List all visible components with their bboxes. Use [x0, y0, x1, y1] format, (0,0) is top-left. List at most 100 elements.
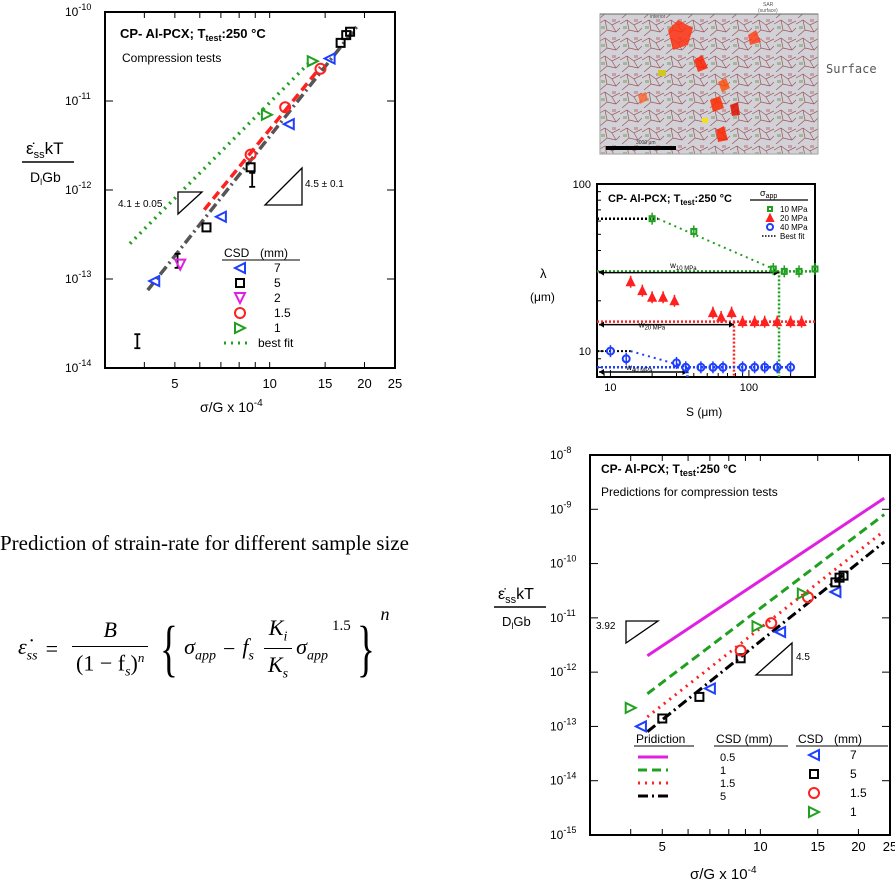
- legend: Pridiction CSD (mm) CSD (mm) 0.511.55751…: [634, 732, 888, 819]
- x-tick-label: 25: [388, 376, 402, 391]
- fit-line-2: [146, 24, 359, 292]
- x-tick-label: 5: [659, 839, 666, 854]
- prediction-line-csd-1-5: [646, 529, 886, 719]
- legend-label: 5: [720, 791, 726, 803]
- error-bar: [249, 171, 256, 188]
- legend-label: 7: [274, 261, 281, 275]
- y-tick-label: 10-10: [65, 2, 91, 19]
- y-tick-label: 10-8: [550, 445, 571, 462]
- data-point-csd-1-5: [314, 62, 327, 75]
- data-point-20-MPa: [749, 315, 760, 328]
- legend-label: 1.5: [274, 306, 291, 320]
- svg-text:Pridiction: Pridiction: [636, 732, 685, 746]
- x-tick-label: 10: [753, 839, 767, 854]
- legend-swatch-20-MPa: [765, 212, 775, 222]
- data-point-csd-1-5: [244, 148, 257, 161]
- error-bar: [134, 333, 141, 350]
- data-point-40-MPa: [750, 361, 760, 374]
- legend-swatch-csd-1-5: [808, 787, 820, 799]
- x-tick-labels: 5 10 15 20 25: [659, 839, 895, 854]
- data-point-20-MPa: [796, 315, 807, 328]
- y-tick-label: 10-13: [65, 269, 91, 286]
- svg-text:CSD: CSD: [798, 732, 824, 746]
- legend-swatch-csd-7: [806, 748, 820, 762]
- data-point-csd-7: [281, 117, 295, 131]
- data-point-10-MPa: [780, 265, 788, 278]
- data-point-csd-1-5: [734, 644, 747, 657]
- data-point-20-MPa: [669, 294, 680, 307]
- data-point-40-MPa: [681, 361, 691, 374]
- svg-text:3000 μm: 3000 μm: [636, 140, 656, 146]
- formula-fs: fs: [242, 633, 254, 664]
- y-tick-label: 10-12: [65, 180, 91, 197]
- legend-swatch-7: [232, 261, 246, 275]
- data-point-csd-1-5: [801, 591, 814, 604]
- width-annotations: w10 MPa w20 MPa w40 MPa: [625, 261, 697, 374]
- data-point-csd-1: [624, 701, 638, 715]
- slope-triangle-right: 4.5 ± 0.1: [263, 166, 344, 206]
- legend-label: 5: [274, 276, 281, 290]
- data-point-csd-5: [345, 26, 356, 37]
- y-tick-label: 100: [573, 179, 591, 191]
- y-tick-label: 10-14: [550, 771, 576, 788]
- data-point-csd-7: [772, 625, 787, 639]
- legend-label: 2: [274, 291, 281, 305]
- y-tick-labels: 10-8 10-9 10-10 10-11 10-12 10-13 10-14 10-15: [550, 445, 576, 842]
- data-point-10-MPa: [795, 265, 803, 278]
- w-label: w40 MPa: [625, 363, 653, 374]
- data-point-40-MPa: [672, 356, 682, 369]
- x-tick-label: 10: [262, 376, 276, 391]
- y-axis-label: ε̇sskT DlGb: [494, 586, 546, 631]
- legend-swatch-10-MPa: [767, 206, 773, 212]
- svg-text:CSD: CSD: [224, 246, 250, 260]
- data-point-csd-7: [702, 681, 716, 696]
- data-point-40-MPa: [696, 361, 706, 374]
- legend-label: 1: [274, 321, 281, 335]
- y-tick-label: 10: [579, 346, 591, 358]
- x-tick-label: 15: [810, 839, 824, 854]
- x-tick-label: 5: [171, 376, 178, 391]
- data-point-csd-5: [335, 37, 346, 48]
- legend-label: 40 MPa: [780, 223, 808, 232]
- fit-line-0: [128, 59, 312, 245]
- y-axis-unit: (μm): [530, 290, 555, 304]
- data-point-40-MPa: [786, 361, 796, 374]
- legend-label: 1: [850, 805, 857, 819]
- data-point-40-MPa: [738, 361, 748, 374]
- legend-label: 20 MPa: [780, 214, 808, 223]
- formula-equals: =: [45, 635, 58, 661]
- data-point-csd-5: [735, 653, 746, 664]
- left-brace: {: [160, 614, 179, 683]
- plot-frame: [104, 11, 396, 369]
- data-point-csd-1: [751, 619, 765, 633]
- y-tick-labels: 100 10: [573, 179, 591, 358]
- data-points: [605, 212, 819, 374]
- w-label: w10 MPa: [669, 261, 697, 272]
- tick-marks: [104, 11, 396, 369]
- legend-label: 7: [850, 748, 857, 762]
- data-point-csd-5: [201, 222, 212, 233]
- legend-label: 0.5: [720, 752, 735, 764]
- svg-text:interior: interior: [650, 14, 666, 20]
- data-point-20-MPa: [726, 306, 737, 319]
- surface-label: Surface: [826, 62, 877, 76]
- svg-text:σapp: σapp: [760, 188, 777, 200]
- y-axis-label: λ: [540, 266, 547, 281]
- slope-triangle-right: 4.5: [754, 641, 810, 676]
- data-point-csd-7: [322, 51, 336, 66]
- legend-label: 1.5: [850, 786, 867, 800]
- data-point-10-MPa: [648, 212, 656, 225]
- svg-text:(surface): (surface): [758, 8, 778, 14]
- data-point-20-MPa: [737, 315, 748, 328]
- formula-minus: −: [222, 635, 236, 661]
- data-point-20-MPa: [707, 306, 719, 319]
- y-tick-label: 10-13: [550, 716, 576, 733]
- prediction-line-csd-1: [646, 513, 886, 695]
- svg-text:4.5 ± 0.1: 4.5 ± 0.1: [305, 179, 344, 190]
- data-point-csd-1: [796, 586, 811, 601]
- legend-label: 5: [850, 767, 857, 781]
- y-tick-label: 10-14: [65, 358, 91, 375]
- data-point-csd-5: [245, 162, 256, 173]
- micrograph-image: 3000 μm interior SAR (surface): [599, 2, 819, 155]
